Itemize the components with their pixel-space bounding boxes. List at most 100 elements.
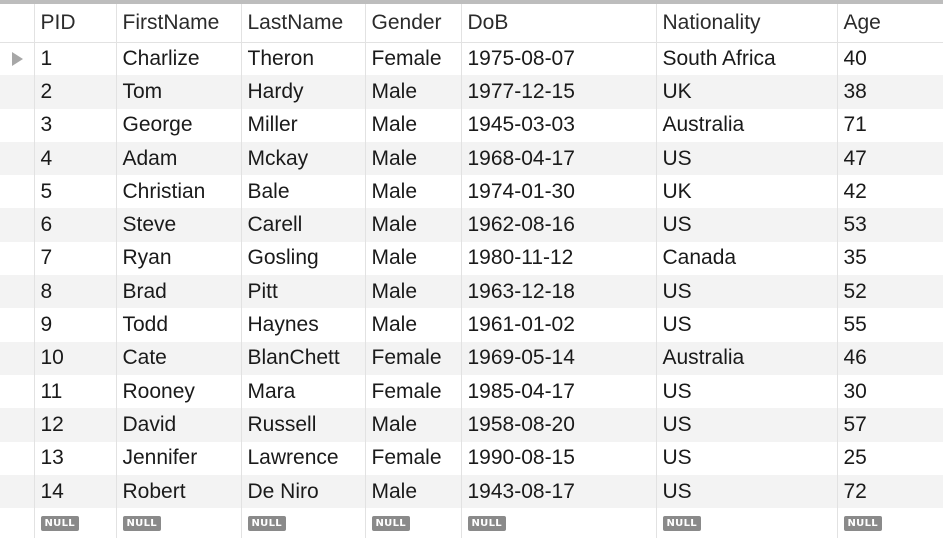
cell-nationality[interactable]: US: [656, 474, 838, 509]
cell-age[interactable]: 25: [837, 441, 943, 475]
cell-gender[interactable]: Male: [365, 141, 462, 176]
cell-lastname[interactable]: Bale: [241, 175, 366, 209]
cell-nationality[interactable]: US: [656, 208, 838, 242]
column-header-dob[interactable]: DoB: [461, 4, 657, 43]
table-row[interactable]: 10 Cate BlanChett Female 1969-05-14 Australia…: [0, 341, 943, 375]
cell-nationality[interactable]: UK: [656, 75, 838, 109]
cell-pid[interactable]: 9: [34, 308, 117, 342]
cell-nationality[interactable]: US: [656, 408, 838, 442]
table-row[interactable]: 8 Brad Pitt Male 1963-12-18 US 52: [0, 275, 943, 309]
cell-gender[interactable]: Female: [365, 441, 462, 475]
cell-gender[interactable]: Male: [365, 208, 462, 242]
table-row[interactable]: 3 George Miller Male 1945-03-03 Australia 71: [0, 108, 943, 142]
null-cell[interactable]: NULL: [241, 508, 366, 539]
column-header-nationality[interactable]: Nationality: [656, 4, 838, 43]
cell-pid[interactable]: 7: [34, 241, 117, 276]
cell-dob[interactable]: 1968-04-17: [461, 141, 657, 176]
row-marker[interactable]: [0, 275, 35, 309]
row-marker[interactable]: [0, 408, 35, 442]
cell-lastname[interactable]: Pitt: [241, 275, 366, 309]
cell-age[interactable]: 42: [837, 175, 943, 209]
cell-pid[interactable]: 6: [34, 208, 117, 242]
cell-age[interactable]: 71: [837, 108, 943, 142]
table-row[interactable]: 9 Todd Haynes Male 1961-01-02 US 55: [0, 308, 943, 342]
cell-age[interactable]: 40: [837, 42, 943, 76]
cell-pid[interactable]: 12: [34, 408, 117, 442]
cell-lastname[interactable]: Gosling: [241, 241, 366, 276]
cell-dob[interactable]: 1985-04-17: [461, 374, 657, 409]
column-header-age[interactable]: Age: [837, 4, 943, 43]
cell-lastname[interactable]: Mckay: [241, 141, 366, 176]
cell-firstname[interactable]: Brad: [116, 275, 242, 309]
row-marker[interactable]: [0, 108, 35, 142]
row-marker[interactable]: [0, 175, 35, 209]
cell-pid[interactable]: 14: [34, 474, 117, 509]
table-row[interactable]: 2 Tom Hardy Male 1977-12-15 UK 38: [0, 75, 943, 109]
cell-firstname[interactable]: Steve: [116, 208, 242, 242]
cell-age[interactable]: 57: [837, 408, 943, 442]
null-cell[interactable]: NULL: [116, 508, 242, 539]
cell-dob[interactable]: 1945-03-03: [461, 108, 657, 142]
cell-dob[interactable]: 1963-12-18: [461, 275, 657, 309]
cell-pid[interactable]: 8: [34, 275, 117, 309]
cell-lastname[interactable]: Carell: [241, 208, 366, 242]
table-row[interactable]: 1 Charlize Theron Female 1975-08-07 South Afr…: [0, 42, 943, 76]
cell-gender[interactable]: Male: [365, 474, 462, 509]
cell-pid[interactable]: 3: [34, 108, 117, 142]
cell-nationality[interactable]: Canada: [656, 241, 838, 276]
cell-pid[interactable]: 2: [34, 75, 117, 109]
cell-nationality[interactable]: US: [656, 441, 838, 475]
cell-dob[interactable]: 1980-11-12: [461, 241, 657, 276]
cell-firstname[interactable]: Jennifer: [116, 441, 242, 475]
cell-age[interactable]: 55: [837, 308, 943, 342]
table-row[interactable]: 5 Christian Bale Male 1974-01-30 UK 42: [0, 175, 943, 209]
cell-firstname[interactable]: Tom: [116, 75, 242, 109]
cell-firstname[interactable]: Todd: [116, 308, 242, 342]
cell-nationality[interactable]: Australia: [656, 341, 838, 375]
cell-gender[interactable]: Female: [365, 42, 462, 76]
cell-nationality[interactable]: South Africa: [656, 42, 838, 76]
cell-dob[interactable]: 1975-08-07: [461, 42, 657, 76]
row-marker[interactable]: [0, 241, 35, 276]
table-row[interactable]: 4 Adam Mckay Male 1968-04-17 US 47: [0, 141, 943, 176]
cell-lastname[interactable]: Mara: [241, 374, 366, 409]
cell-dob[interactable]: 1958-08-20: [461, 408, 657, 442]
cell-nationality[interactable]: US: [656, 374, 838, 409]
cell-firstname[interactable]: Christian: [116, 175, 242, 209]
table-row[interactable]: 7 Ryan Gosling Male 1980-11-12 Canada 35: [0, 241, 943, 276]
row-marker[interactable]: [0, 308, 35, 342]
cell-nationality[interactable]: US: [656, 275, 838, 309]
cell-firstname[interactable]: George: [116, 108, 242, 142]
table-row[interactable]: 13 Jennifer Lawrence Female 1990-08-15 US 25: [0, 441, 943, 475]
cell-age[interactable]: 52: [837, 275, 943, 309]
null-cell[interactable]: NULL: [365, 508, 462, 539]
cell-pid[interactable]: 1: [34, 42, 117, 76]
cell-firstname[interactable]: Ryan: [116, 241, 242, 276]
cell-dob[interactable]: 1961-01-02: [461, 308, 657, 342]
cell-dob[interactable]: 1969-05-14: [461, 341, 657, 375]
cell-age[interactable]: 35: [837, 241, 943, 276]
table-row[interactable]: 11 Rooney Mara Female 1985-04-17 US 30: [0, 374, 943, 409]
cell-gender[interactable]: Male: [365, 275, 462, 309]
row-marker[interactable]: [0, 341, 35, 375]
cell-gender[interactable]: Female: [365, 341, 462, 375]
cell-dob[interactable]: 1943-08-17: [461, 474, 657, 509]
cell-firstname[interactable]: Rooney: [116, 374, 242, 409]
cell-nationality[interactable]: UK: [656, 175, 838, 209]
cell-nationality[interactable]: US: [656, 308, 838, 342]
cell-firstname[interactable]: Adam: [116, 141, 242, 176]
cell-pid[interactable]: 11: [34, 374, 117, 409]
cell-lastname[interactable]: Haynes: [241, 308, 366, 342]
cell-lastname[interactable]: Russell: [241, 408, 366, 442]
cell-age[interactable]: 46: [837, 341, 943, 375]
cell-pid[interactable]: 10: [34, 341, 117, 375]
cell-gender[interactable]: Male: [365, 108, 462, 142]
cell-age[interactable]: 47: [837, 141, 943, 176]
null-cell[interactable]: NULL: [656, 508, 838, 539]
cell-age[interactable]: 38: [837, 75, 943, 109]
table-row[interactable]: 14 Robert De Niro Male 1943-08-17 US 72: [0, 474, 943, 509]
row-marker[interactable]: [0, 75, 35, 109]
cell-lastname[interactable]: De Niro: [241, 474, 366, 509]
cell-gender[interactable]: Male: [365, 175, 462, 209]
cell-firstname[interactable]: Cate: [116, 341, 242, 375]
